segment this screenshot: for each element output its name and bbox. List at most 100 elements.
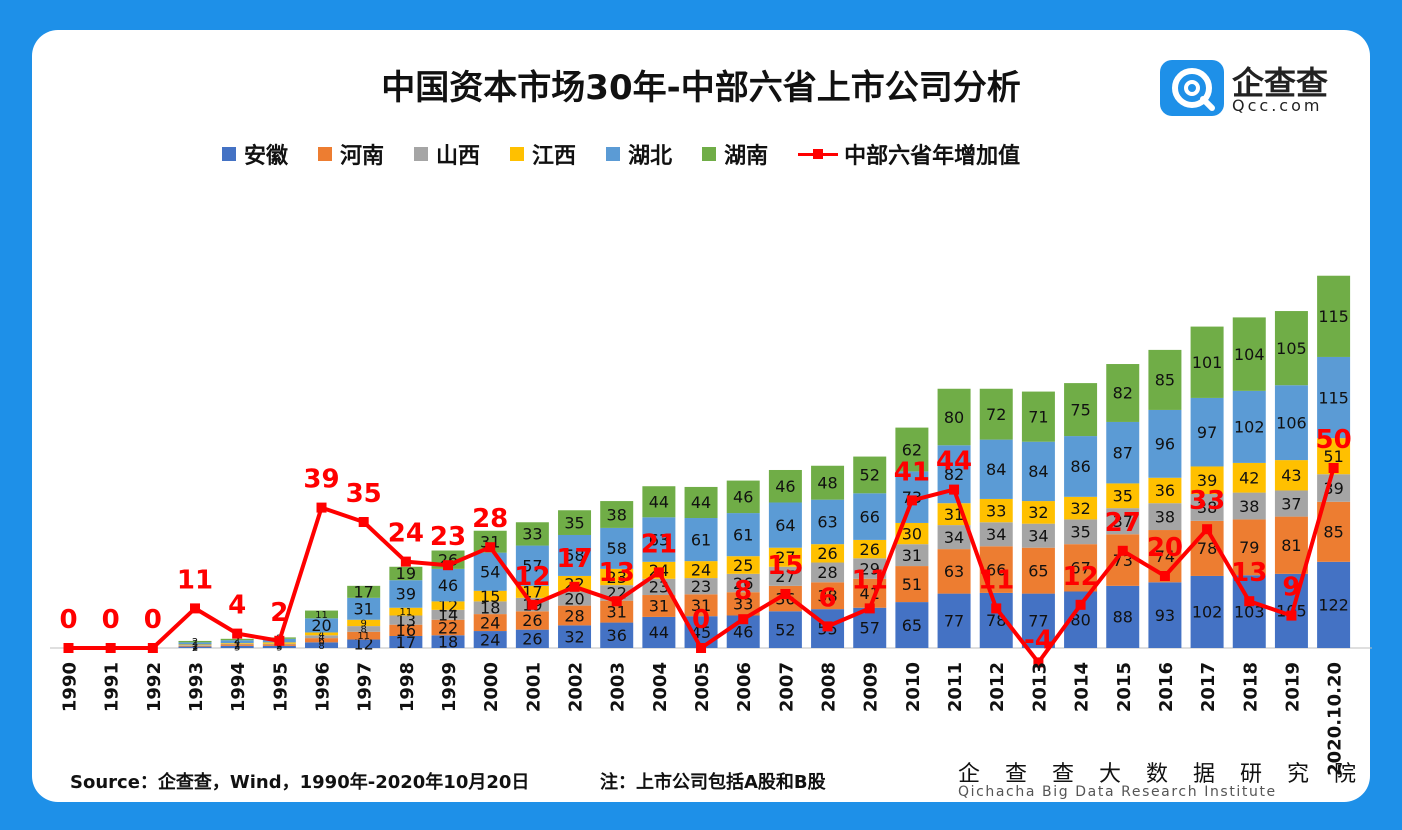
bar-segment: [178, 642, 212, 645]
logo-url: Qcc.com: [1232, 96, 1323, 115]
bar-segment: [895, 544, 929, 567]
bar-segment: [178, 640, 212, 643]
bar-data-label: 35: [1113, 487, 1133, 506]
bar-segment: [220, 640, 254, 644]
line-data-label: 28: [472, 504, 508, 534]
bar-data-label: 103: [1234, 602, 1265, 621]
bar-data-label: 28: [564, 606, 584, 625]
bar-data-label: 46: [438, 576, 458, 595]
bar-segment: [1106, 364, 1140, 422]
line-point: [358, 517, 369, 527]
bar-data-label: 57: [860, 619, 880, 638]
x-tick-label: 2003: [608, 662, 629, 712]
bar-segment: [347, 639, 381, 648]
bar-segment: [1190, 397, 1224, 467]
x-tick-label: 2015: [1114, 662, 1135, 712]
x-tick-label: 1990: [60, 662, 81, 712]
bar-segment: [305, 610, 339, 619]
bar-segment: [515, 545, 549, 586]
bar-data-label: 4: [318, 629, 324, 640]
bar-data-label: 57: [522, 556, 542, 575]
source-text: Source：企查查，Wind，1990年-2020年10月20日: [70, 772, 530, 793]
qcc-logo-icon: [1160, 60, 1224, 116]
bar-data-label: 24: [691, 560, 711, 579]
bar-segment: [305, 635, 339, 639]
bar-data-label: 42: [1239, 469, 1259, 488]
bar-data-label: 2: [234, 635, 240, 646]
bar-segment: [473, 614, 507, 632]
bar-segment: [178, 644, 212, 646]
bar-segment: [389, 635, 423, 648]
x-tick-label: 2017: [1198, 662, 1219, 712]
bar-data-label: 20: [311, 616, 331, 635]
bar-data-label: 14: [438, 606, 458, 625]
bar-segment: [389, 566, 423, 581]
bar-segment: [600, 622, 634, 648]
line-point: [569, 581, 580, 592]
bar-data-label: 32: [1070, 499, 1090, 518]
line-point: [780, 589, 791, 599]
bar-segment: [1148, 477, 1182, 504]
x-tick-label: 2007: [776, 662, 797, 712]
legend-label: 河南: [340, 144, 385, 169]
x-tick-label: 1992: [144, 662, 165, 712]
bar-segment: [1021, 547, 1055, 594]
bar-segment: [473, 530, 507, 553]
x-tick-label: 2018: [1240, 662, 1261, 712]
bar-data-label: 8: [361, 625, 367, 636]
bar-segment: [768, 547, 802, 567]
bar-data-label: 26: [817, 544, 837, 563]
bar-segment: [979, 498, 1013, 523]
bar-segment: [1064, 383, 1098, 437]
chart-card: [32, 30, 1370, 802]
bar-data-label: 13: [396, 611, 416, 630]
bar-data-label: 115: [1318, 388, 1349, 407]
line-data-label: 17: [556, 544, 592, 574]
line-data-label: 44: [936, 447, 972, 477]
line-point: [1159, 571, 1170, 581]
bar-data-label: 39: [1197, 471, 1217, 490]
legend-label: 山西: [436, 144, 481, 169]
bar-segment: [558, 625, 592, 648]
x-tick-label: 1997: [355, 662, 376, 712]
bar-segment: [1190, 326, 1224, 398]
bar-segment: [1190, 494, 1224, 521]
line-point: [1328, 463, 1339, 473]
bar-segment: [1148, 582, 1182, 648]
bar-segment: [389, 580, 423, 608]
x-tick-label: 2001: [523, 662, 544, 712]
bar-data-label: 104: [1234, 345, 1265, 364]
bar-data-label: 23: [607, 568, 627, 587]
bar-segment: [1064, 496, 1098, 520]
line-data-label: 9: [1282, 573, 1300, 603]
bar-data-label: 43: [1281, 466, 1301, 485]
line-data-label: 2: [270, 598, 288, 628]
bar-data-label: 71: [1028, 407, 1048, 426]
line-data-label: 21: [641, 529, 677, 559]
line-point: [611, 596, 622, 607]
line-data-label: 11: [852, 565, 888, 595]
line-data-label: 13: [1231, 558, 1267, 588]
bar-data-label: 38: [1155, 507, 1175, 526]
x-tick-label: 2009: [861, 662, 882, 712]
bar-data-label: 72: [986, 405, 1006, 424]
bar-segment: [220, 644, 254, 646]
line-point: [653, 567, 664, 578]
bar-data-label: 35: [1070, 523, 1090, 542]
bar-data-label: 24: [480, 630, 500, 649]
bar-data-label: 17: [354, 583, 374, 602]
legend-swatch: [510, 147, 525, 161]
bar-segment: [642, 616, 676, 648]
x-tick-label: 2019: [1282, 662, 1303, 712]
legend-item: 安徽: [222, 138, 288, 170]
bar-data-label: 65: [902, 616, 922, 635]
x-tick-label: 1999: [439, 662, 460, 712]
bar-segment: [431, 609, 465, 620]
bar-segment: [220, 638, 254, 641]
line-point: [1244, 596, 1255, 607]
legend-label: 江西: [532, 144, 577, 169]
bar-data-label: 46: [775, 477, 795, 496]
bar-data-label: 17: [396, 633, 416, 652]
bar-data-label: 39: [396, 585, 416, 604]
bar-data-label: 63: [649, 530, 669, 549]
